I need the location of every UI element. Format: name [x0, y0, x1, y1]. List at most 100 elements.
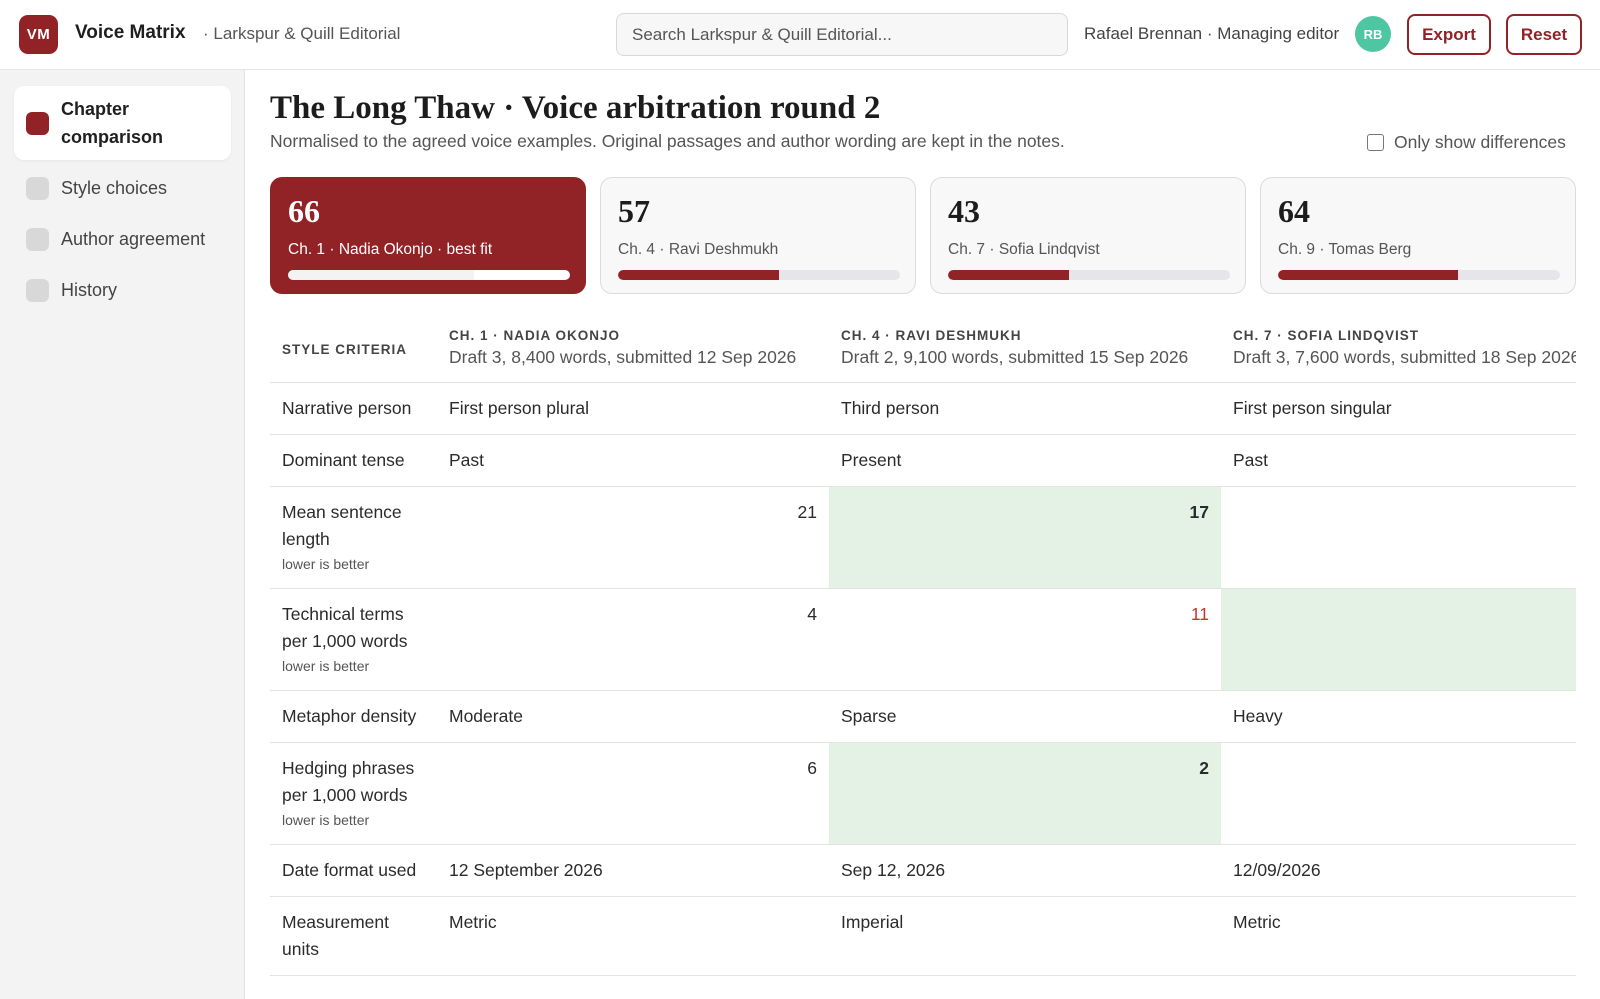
reset-button[interactable]: Reset — [1506, 14, 1582, 55]
column-meta: Draft 2, 9,100 words, submitted 15 Sep 2… — [841, 347, 1189, 367]
table-cell: Past — [437, 434, 829, 487]
score-bar — [618, 270, 900, 280]
page-subtitle: Normalised to the agreed voice examples.… — [270, 131, 1065, 151]
table-cell: Past — [1221, 434, 1576, 487]
table-cell: 17 — [829, 486, 1221, 589]
table-cell: 2 — [829, 742, 1221, 845]
table-row: Dominant tense Past Present Past — [270, 434, 1576, 487]
column-header: CH. 4 · RAVI DESHMUKH Draft 2, 9,100 wor… — [829, 315, 1221, 383]
table-row: Narrative person First person plural Third… — [270, 382, 1576, 435]
column-name: CH. 1 · NADIA OKONJO — [449, 328, 621, 343]
criteria-name: Narrative person — [282, 398, 412, 418]
table-cell: Heavy — [1221, 690, 1576, 743]
score-bar-fill — [618, 270, 779, 280]
column-name: CH. 7 · SOFIA LINDQVIST — [1233, 328, 1420, 343]
table-cell — [1221, 742, 1576, 845]
score-card-ch9[interactable]: 64 Ch. 9 · Tomas Berg — [1260, 177, 1576, 294]
table-row: Metaphor density Moderate Sparse Heavy — [270, 690, 1576, 743]
sidebar-item-label: Chapter comparison — [61, 99, 164, 147]
table-row: Hedging phrases per 1,000 words lower is … — [270, 742, 1576, 845]
sidebar-item-history[interactable]: History — [14, 272, 231, 308]
criteria-label: Hedging phrases per 1,000 words lower is … — [270, 742, 437, 845]
sidebar-item-author-agreement[interactable]: Author agreement — [14, 221, 231, 257]
table-cell: 21 — [437, 486, 829, 589]
score-card-ch4[interactable]: 57 Ch. 4 · Ravi Deshmukh — [600, 177, 916, 294]
table-cell: First person singular — [1221, 382, 1576, 435]
criteria-name: Technical terms per 1,000 words — [282, 604, 408, 651]
chapter-comparison-icon — [26, 111, 49, 135]
criteria-label: Mean sentence length lower is better — [270, 486, 437, 589]
avatar[interactable]: RB — [1355, 16, 1391, 52]
table-header-row: STYLE CRITERIA CH. 1 · NADIA OKONJO Draf… — [270, 315, 1576, 383]
criteria-label: Measurement units — [270, 896, 437, 976]
column-meta: Draft 3, 7,600 words, submitted 18 Sep 2… — [1233, 347, 1576, 367]
table-cell: Sep 12, 2026 — [829, 844, 1221, 897]
only-show-differences-toggle[interactable]: Only show differences — [1367, 132, 1566, 153]
sidebar-item-label: Style choices — [61, 178, 168, 198]
table-cell: 6 — [437, 742, 829, 845]
org-name: · Larkspur & Quill Editorial — [203, 24, 401, 43]
criteria-name: Mean sentence length — [282, 502, 402, 549]
table-cell: 12 September 2026 — [437, 844, 829, 897]
score-value: 43 — [948, 193, 980, 229]
column-meta: Draft 3, 8,400 words, submitted 12 Sep 2… — [449, 347, 797, 367]
column-header: CH. 7 · SOFIA LINDQVIST Draft 3, 7,600 w… — [1221, 315, 1576, 383]
table-row: Mean sentence length lower is better 21 17 — [270, 486, 1576, 589]
score-bar-fill — [948, 270, 1070, 280]
score-bar-fill — [1278, 270, 1459, 280]
column-name: CH. 4 · RAVI DESHMUKH — [841, 328, 1022, 343]
table-cell — [1221, 588, 1576, 691]
criteria-label: Date format used — [270, 844, 437, 897]
checkbox[interactable] — [1367, 134, 1384, 151]
table-cell: First person plural — [437, 382, 829, 435]
criteria-hint: lower is better — [282, 812, 370, 828]
table-row: Technical terms per 1,000 words lower is … — [270, 588, 1576, 691]
score-value: 66 — [288, 193, 320, 229]
style-choices-icon — [26, 176, 49, 200]
comparison-table: STYLE CRITERIA CH. 1 · NADIA OKONJO Draf… — [270, 315, 1576, 976]
app-name: Voice Matrix — [75, 22, 186, 43]
score-value: 64 — [1278, 193, 1310, 229]
criteria-header: STYLE CRITERIA — [270, 315, 437, 383]
history-icon — [26, 278, 49, 302]
table-cell — [1221, 486, 1576, 589]
criteria-name: Date format used — [282, 860, 417, 880]
table-cell: Moderate — [437, 690, 829, 743]
score-label: Ch. 7 · Sofia Lindqvist — [948, 241, 1100, 258]
table-cell: 12/09/2026 — [1221, 844, 1576, 897]
criteria-name: Measurement units — [282, 912, 389, 959]
sidebar-item-chapter-comparison[interactable]: Chapter comparison — [14, 86, 231, 160]
sidebar-item-label: History — [61, 280, 118, 300]
criteria-label: Narrative person — [270, 382, 437, 435]
score-bar — [288, 270, 570, 280]
score-label: Ch. 9 · Tomas Berg — [1278, 241, 1412, 258]
criteria-name: Dominant tense — [282, 450, 405, 470]
table-cell: 4 — [437, 588, 829, 691]
criteria-label: Metaphor density — [270, 690, 437, 743]
column-header: CH. 1 · NADIA OKONJO Draft 3, 8,400 word… — [437, 315, 829, 383]
export-button[interactable]: Export — [1407, 14, 1491, 55]
table-body: Narrative person First person plural Third… — [270, 382, 1576, 976]
table-cell: Third person — [829, 382, 1221, 435]
comparison-table-wrapper[interactable]: STYLE CRITERIA CH. 1 · NADIA OKONJO Draf… — [270, 315, 1576, 999]
author-agreement-icon — [26, 227, 49, 251]
user-label: Rafael Brennan · Managing editor — [1084, 24, 1340, 43]
table-cell: Metric — [1221, 896, 1576, 976]
score-bar — [1278, 270, 1560, 280]
score-card-ch1[interactable]: 66 Ch. 1 · Nadia Okonjo · best fit — [270, 177, 586, 294]
table-cell: Metric — [437, 896, 829, 976]
search-input[interactable] — [616, 13, 1068, 56]
table-row: Measurement units Metric Imperial Metric — [270, 896, 1576, 976]
score-label: Ch. 4 · Ravi Deshmukh — [618, 241, 779, 258]
table-row: Date format used 12 September 2026 Sep 12,… — [270, 844, 1576, 897]
score-card-ch7[interactable]: 43 Ch. 7 · Sofia Lindqvist — [930, 177, 1246, 294]
criteria-name: Hedging phrases per 1,000 words — [282, 758, 415, 805]
score-value: 57 — [618, 193, 650, 229]
score-label: Ch. 1 · Nadia Okonjo · best fit — [288, 241, 493, 258]
sidebar-item-style-choices[interactable]: Style choices — [14, 170, 231, 206]
app-logo[interactable]: VM — [19, 15, 58, 54]
criteria-label: Dominant tense — [270, 434, 437, 487]
checkbox-label: Only show differences — [1394, 132, 1566, 152]
criteria-name: Metaphor density — [282, 706, 417, 726]
page-title: The Long Thaw · Voice arbitration round … — [270, 90, 881, 126]
